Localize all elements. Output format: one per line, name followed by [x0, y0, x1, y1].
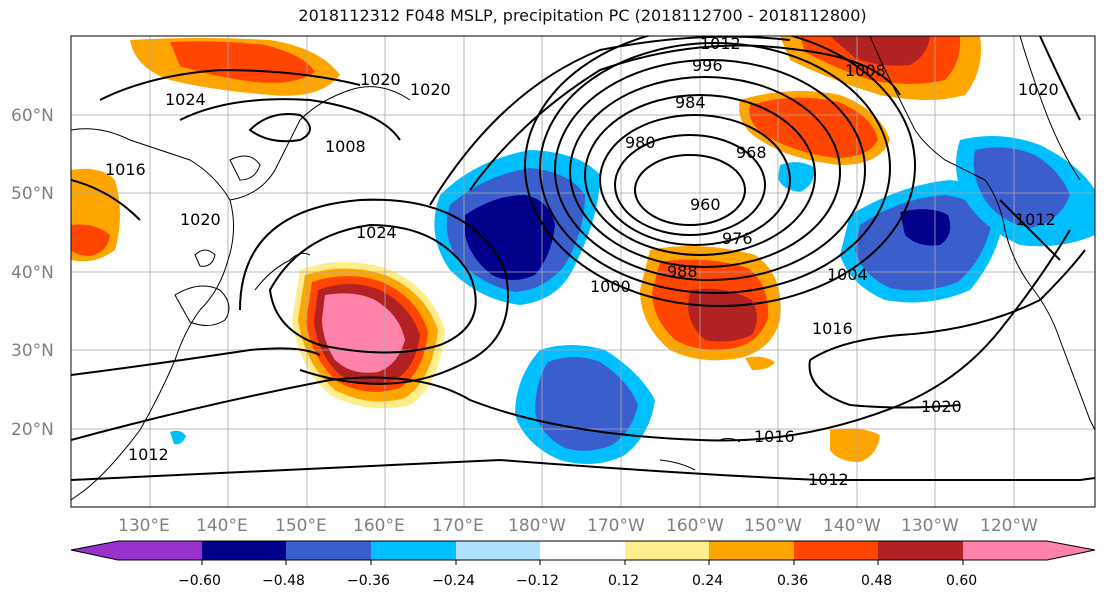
- isobar-label: 1020: [360, 70, 401, 89]
- colorbar-tick-label: −0.24: [432, 573, 475, 589]
- map-title: 2018112312 F048 MSLP, precipitation PC (…: [298, 6, 867, 25]
- colorbar-segment: [540, 541, 625, 560]
- isobar-label: 1020: [921, 397, 962, 416]
- isobar-label: 1000: [590, 277, 631, 296]
- isobar-label: 960: [690, 195, 721, 214]
- latitude-labels: 60°N 50°N 40°N 30°N 20°N: [11, 106, 54, 440]
- lon-label: 180°W: [508, 516, 566, 536]
- colorbar-segment: [371, 541, 456, 560]
- isobar-label: 1008: [845, 61, 886, 80]
- longitude-labels: 130°E 140°E 150°E 160°E 170°E 180°W 170°…: [118, 516, 1038, 536]
- colorbar-segment: [118, 541, 202, 560]
- isobar-label: 1012: [808, 470, 849, 489]
- isobar-label: 976: [722, 229, 753, 248]
- isobar-label: 1004: [827, 265, 868, 284]
- anomaly-blob-pos-west-2: [71, 224, 110, 256]
- isobar-label: 1020: [180, 210, 221, 229]
- colorbar-segment: [286, 541, 371, 560]
- anomaly-blob-pos-small-1: [830, 428, 880, 462]
- anomaly-blob-neg-central-3: [465, 195, 555, 280]
- colorbar-high-extend: [1047, 541, 1095, 560]
- lon-label: 130°E: [118, 516, 170, 536]
- anomaly-blob-pos-arctic-3: [830, 36, 930, 66]
- colorbar-tick-label: 0.60: [946, 573, 977, 589]
- lon-label: 150°W: [744, 516, 802, 536]
- isobar-label: 1016: [105, 160, 146, 179]
- lon-label: 170°W: [587, 516, 645, 536]
- isobar-label: 1012: [1015, 210, 1056, 229]
- lat-label-40n: 40°N: [11, 263, 54, 283]
- anomaly-blob-neg-coast-2: [973, 147, 1070, 228]
- colorbar-tick-label: −0.60: [178, 573, 221, 589]
- lat-label-20n: 20°N: [11, 420, 54, 440]
- isobar-label: 1012: [700, 34, 741, 53]
- colorbar-segment: [963, 541, 1047, 560]
- lon-label: 150°E: [275, 516, 327, 536]
- colorbar-segment: [878, 541, 963, 560]
- colorbar-low-extend: [71, 541, 118, 560]
- colorbar-tick-label: 0.36: [777, 573, 808, 589]
- colorbar-tick-label: −0.36: [347, 573, 390, 589]
- anomaly-blob-pos-east-3: [688, 288, 757, 342]
- isobar-label: 1016: [812, 319, 853, 338]
- lon-label: 160°E: [353, 516, 405, 536]
- lon-label: 140°E: [196, 516, 248, 536]
- lon-label: 130°W: [901, 516, 959, 536]
- lon-label: 140°W: [823, 516, 881, 536]
- isobar-label: 968: [736, 143, 767, 162]
- isobar-label: 996: [692, 56, 723, 75]
- isobar-label: 1020: [1018, 80, 1059, 99]
- isobar-label: 1012: [128, 445, 169, 464]
- lat-label-30n: 30°N: [11, 341, 54, 361]
- anomaly-blob-neg-small-2: [170, 430, 186, 445]
- isobar-label: 980: [625, 133, 656, 152]
- anomaly-blob-pos-alaska-2: [749, 97, 878, 158]
- isobar-labels: 1012 996 984 980 968 960 976 988 1000 10…: [105, 34, 1059, 489]
- isobar-label: 988: [667, 262, 698, 281]
- colorbar-tick-label: 0.48: [861, 573, 892, 589]
- colorbar-tick-label: −0.48: [262, 573, 305, 589]
- isobar-label: 1008: [325, 137, 366, 156]
- lon-label: 170°E: [432, 516, 484, 536]
- anomaly-blob-neg-ne-3: [900, 209, 951, 246]
- colorbar: −0.60 −0.48 −0.36 −0.24 −0.12 0.12 0.24 …: [70, 540, 1096, 589]
- colorbar-tick-label: 0.24: [692, 573, 723, 589]
- colorbar-tick-label: 0.12: [608, 573, 639, 589]
- isobar-label: 984: [675, 93, 706, 112]
- lat-label-60n: 60°N: [11, 106, 54, 126]
- colorbar-segment: [202, 541, 286, 560]
- lon-label: 120°W: [980, 516, 1038, 536]
- colorbar-segment: [709, 541, 794, 560]
- colorbar-segment: [625, 541, 709, 560]
- lat-label-50n: 50°N: [11, 184, 54, 204]
- colorbar-ticks: [201, 560, 964, 565]
- lon-label: 160°W: [666, 516, 724, 536]
- isobars: [71, 36, 1095, 482]
- isobar-label: 1016: [754, 427, 795, 446]
- isobar-label: 1024: [356, 223, 397, 242]
- anomaly-blob-pos-small-2: [745, 356, 775, 370]
- isobar-label: 1020: [410, 80, 451, 99]
- map-frame: [70, 35, 1096, 508]
- colorbar-outline: [70, 540, 1096, 561]
- anomaly-blob-neg-small-1: [778, 162, 815, 192]
- isobar-label: 1024: [165, 90, 206, 109]
- colorbar-segment: [456, 541, 540, 560]
- colorbar-tick-labels: −0.60 −0.48 −0.36 −0.24 −0.12 0.12 0.24 …: [178, 573, 977, 589]
- colorbar-segment: [794, 541, 878, 560]
- colorbar-tick-label: −0.12: [516, 573, 559, 589]
- anomaly-blob-neg-subtropical-2: [535, 357, 638, 451]
- precipitation-anomaly-shading: [71, 36, 1095, 464]
